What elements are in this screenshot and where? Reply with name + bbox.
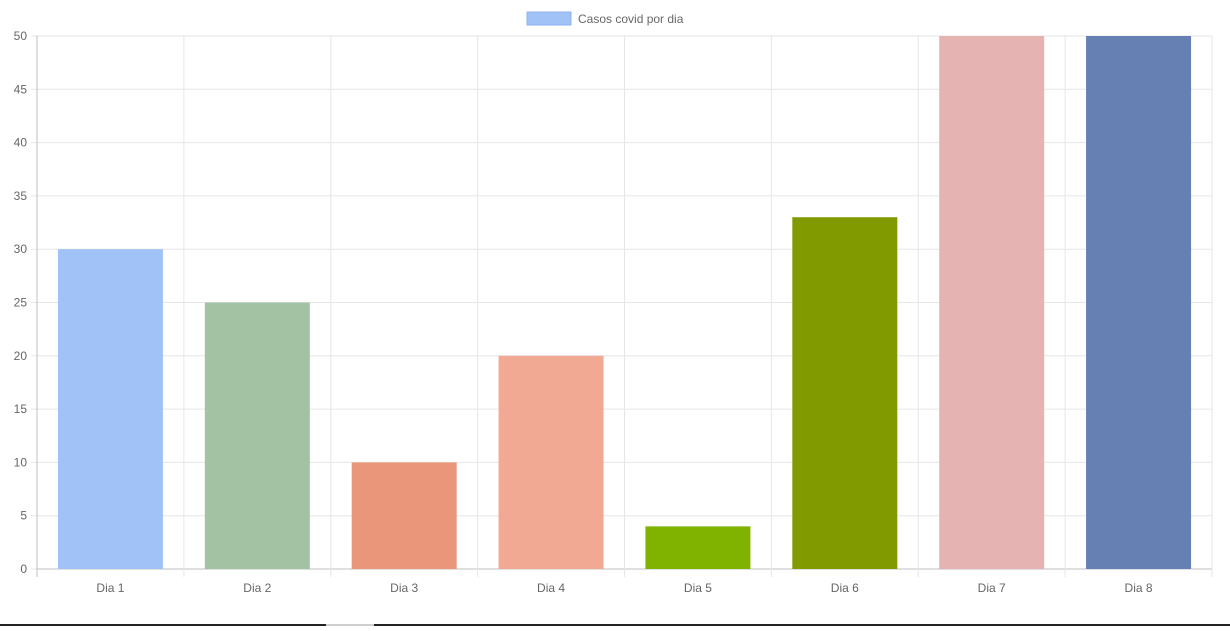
x-tick-label: Dia 5 — [684, 581, 712, 595]
x-tick-label: Dia 8 — [1125, 581, 1153, 595]
window-bottom-border — [0, 624, 1230, 626]
bar[interactable] — [351, 462, 457, 569]
y-tick-label: 30 — [14, 242, 28, 256]
legend-label[interactable]: Casos covid por dia — [578, 12, 684, 26]
y-tick-label: 40 — [14, 136, 28, 150]
x-tick-label: Dia 2 — [243, 581, 271, 595]
bars — [57, 36, 1192, 570]
y-tick-label: 35 — [14, 189, 28, 203]
y-tick-label: 20 — [14, 349, 28, 363]
x-tick-label: Dia 1 — [96, 581, 124, 595]
y-tick-label: 25 — [14, 296, 28, 310]
x-tick-label: Dia 7 — [978, 581, 1006, 595]
axes: 0 5 10 15 20 25 30 35 40 45 50 Dia 1 Dia 2 Dia 3 Dia 4… — [14, 29, 1153, 595]
x-tick-label: Dia 3 — [390, 581, 418, 595]
y-tick-label: 10 — [14, 455, 28, 469]
y-tick-label: 5 — [20, 509, 27, 523]
x-tick-label: Dia 6 — [831, 581, 859, 595]
legend[interactable]: Casos covid por dia — [526, 11, 684, 26]
bar[interactable] — [1086, 36, 1192, 569]
window-bottom-border-segment — [326, 624, 374, 626]
bar[interactable] — [792, 217, 898, 569]
bar[interactable] — [498, 355, 604, 569]
bar[interactable] — [57, 249, 163, 569]
bar[interactable] — [645, 526, 751, 569]
y-tick-label: 45 — [14, 82, 28, 96]
y-tick-label: 0 — [20, 562, 27, 576]
y-tick-label: 15 — [14, 402, 28, 416]
bar[interactable] — [939, 36, 1045, 569]
bar[interactable] — [204, 302, 310, 570]
x-tick-label: Dia 4 — [537, 581, 565, 595]
legend-swatch[interactable] — [526, 11, 572, 26]
y-tick-label: 50 — [14, 29, 28, 43]
